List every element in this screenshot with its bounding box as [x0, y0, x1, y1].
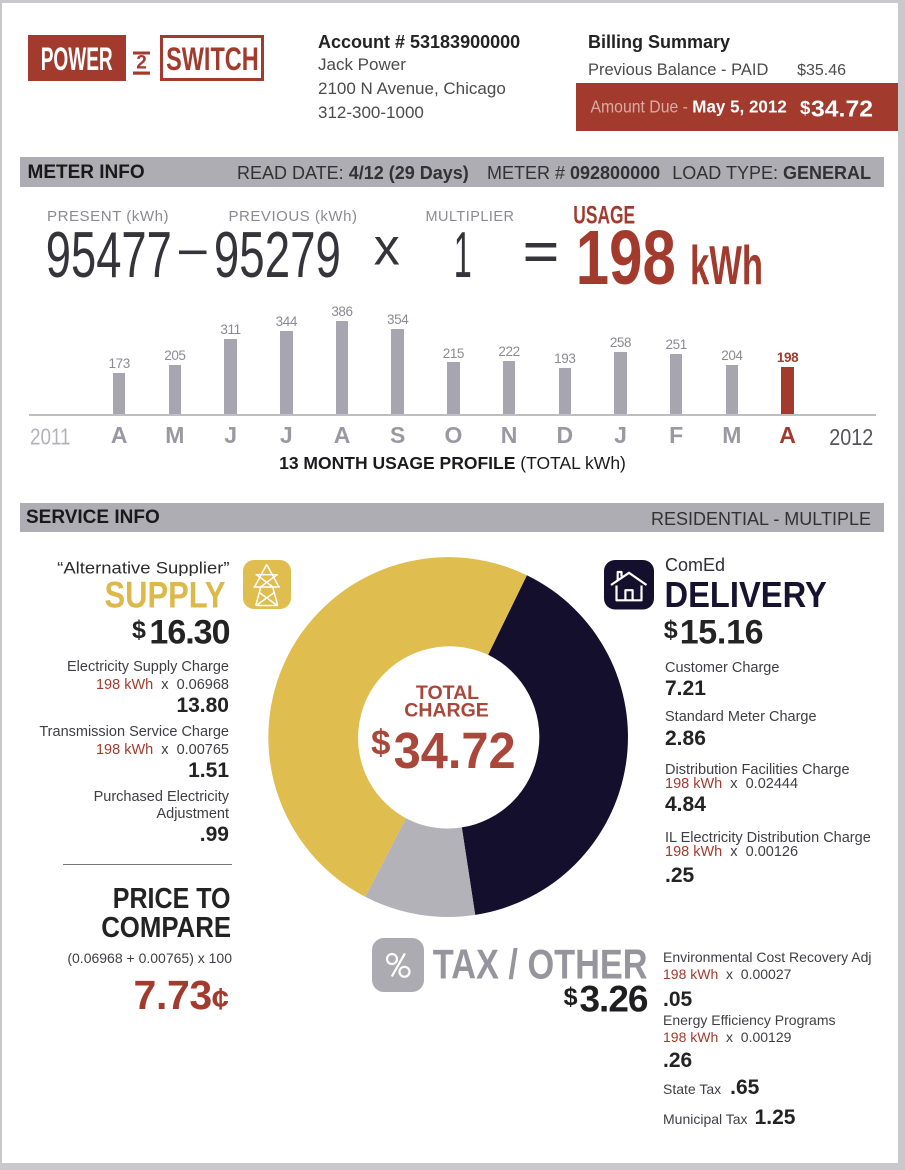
- svg-text:SUPPLY: SUPPLY: [105, 576, 226, 610]
- svg-text:COMPARE: COMPARE: [101, 912, 231, 940]
- svg-text:USAGE: USAGE: [573, 202, 635, 230]
- svg-text:TAX / OTHER: TAX / OTHER: [433, 940, 648, 984]
- svg-text:PREVIOUS (kWh): PREVIOUS (kWh): [229, 208, 358, 225]
- svg-text:x: x: [374, 219, 400, 277]
- svg-text:34.72: 34.72: [811, 96, 873, 122]
- svg-text:95279: 95279: [214, 218, 341, 291]
- svg-text:DELIVERY: DELIVERY: [665, 576, 827, 610]
- svg-text:CHARGE: CHARGE: [404, 700, 489, 722]
- svg-text:198: 198: [576, 215, 676, 295]
- svg-text:kWh: kWh: [690, 234, 763, 295]
- svg-text:SWITCH: SWITCH: [166, 41, 259, 77]
- svg-text:34.72: 34.72: [394, 722, 516, 779]
- svg-text:2012: 2012: [829, 424, 873, 450]
- svg-text:MULTIPLIER: MULTIPLIER: [426, 208, 515, 225]
- svg-text:2: 2: [136, 53, 147, 74]
- svg-text:95477: 95477: [46, 218, 172, 291]
- svg-text:$: $: [800, 97, 811, 118]
- svg-text:2011: 2011: [30, 424, 71, 450]
- svg-text:PRICE TO: PRICE TO: [113, 883, 231, 915]
- svg-text:PRESENT (kWh): PRESENT (kWh): [47, 208, 169, 225]
- svg-text:“Alternative Supplier”: “Alternative Supplier”: [57, 559, 230, 576]
- svg-text:Amount Due - May 5, 2012: Amount Due - May 5, 2012: [591, 97, 788, 117]
- svg-text:$: $: [371, 724, 390, 763]
- svg-text:1: 1: [454, 218, 472, 291]
- svg-text:POWER: POWER: [41, 41, 113, 77]
- svg-text:TOTAL: TOTAL: [416, 682, 479, 704]
